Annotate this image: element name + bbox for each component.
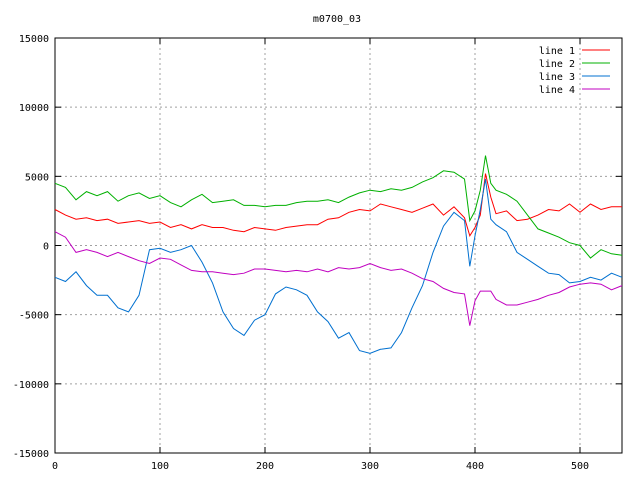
x-tick-label: 200	[256, 461, 274, 472]
legend-label-1: line 1	[539, 46, 575, 57]
x-tick-label: 300	[361, 461, 379, 472]
legend-label-2: line 2	[539, 59, 575, 70]
x-tick-label: 400	[466, 461, 484, 472]
y-tick-label: 0	[43, 242, 49, 253]
series-line-2	[54, 155, 623, 259]
x-tick-label: 500	[571, 461, 589, 472]
series-line-4	[54, 231, 623, 326]
axes: 0 100 200 300 400 500 -15000 -10000 -5000 0 5000 10…	[13, 34, 623, 472]
x-tick-label: 100	[151, 461, 169, 472]
y-tick-label: 15000	[19, 34, 49, 45]
x-tick-label: 0	[52, 461, 58, 472]
legend-label-4: line 4	[539, 85, 575, 96]
grid-lines	[55, 38, 622, 453]
series-lines	[54, 155, 623, 354]
series-line-1	[54, 173, 622, 238]
y-tick-label: 5000	[25, 172, 49, 183]
legend: line 1 line 2 line 3 line 4	[539, 46, 610, 96]
plot-frame	[54, 37, 623, 454]
chart-title: m0700_03	[313, 14, 361, 25]
y-tick-label: -10000	[13, 380, 49, 391]
legend-label-3: line 3	[539, 72, 575, 83]
y-tick-label: -5000	[19, 311, 49, 322]
y-tick-label: -15000	[13, 449, 49, 460]
series-line-3	[54, 179, 623, 354]
y-tick-label: 10000	[19, 103, 49, 114]
